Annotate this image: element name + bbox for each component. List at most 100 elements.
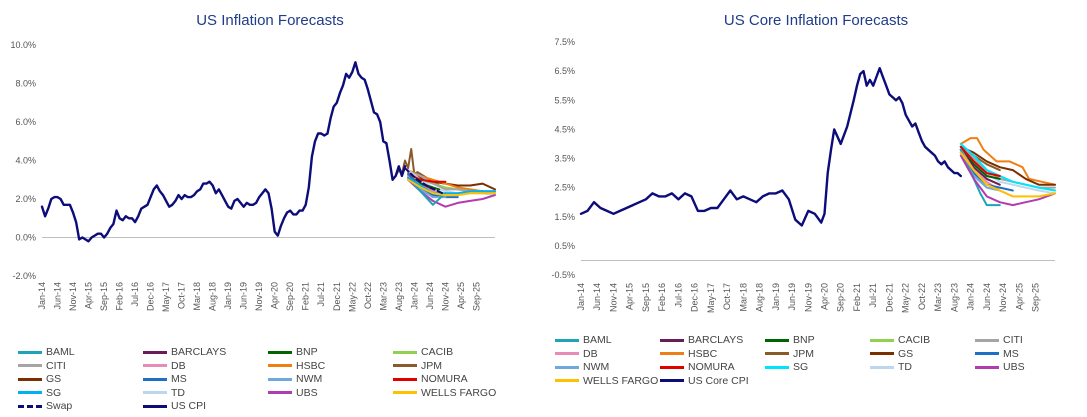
legend-swatch [18, 391, 42, 395]
legend-swatch [975, 338, 999, 342]
legend-swatch [660, 352, 684, 356]
legend-swatch [268, 364, 292, 368]
legend-swatch [555, 379, 579, 383]
legend-label: CITI [46, 359, 66, 372]
legend-label: WELLS FARGO [583, 374, 659, 387]
legend-label: HSBC [296, 359, 326, 372]
legend-label: BARCLAYS [688, 334, 744, 346]
legend-swatch [18, 377, 42, 381]
legend-label: MS [171, 373, 187, 386]
x-tick-label: Jul-21 [316, 282, 326, 307]
legend-item-td: TD [143, 387, 185, 399]
x-tick-label: Jun-24 [982, 283, 992, 311]
y-tick-label: 5.5% [554, 95, 575, 105]
y-tick-label: 0.5% [554, 241, 575, 251]
legend-item-db: DB [555, 348, 598, 360]
chart-title: US Inflation Forecasts [196, 12, 344, 29]
y-tick-label: 4.5% [554, 124, 575, 134]
legend-label: HSBC [688, 347, 718, 360]
x-tick-label: Jan-19 [771, 283, 781, 311]
y-tick-label: 10.0% [10, 40, 36, 50]
legend-label: UBS [296, 386, 318, 399]
legend-item-barclays: BARCLAYS [660, 334, 743, 346]
x-tick-label: Oct-22 [917, 283, 927, 310]
legend-swatch [870, 352, 894, 356]
x-tick-label: May-17 [161, 282, 171, 312]
x-tick-label: Sep-25 [471, 282, 481, 311]
legend-item-hsbc: HSBC [660, 348, 717, 360]
x-tick-label: Sep-15 [641, 283, 651, 312]
x-tick-label: Sep-20 [285, 282, 295, 311]
legend-swatch [268, 350, 292, 354]
legend-label: TD [898, 361, 912, 374]
x-tick-label: Jan-24 [409, 282, 419, 310]
legend-label: JPM [793, 347, 814, 360]
x-tick-label: Nov-19 [254, 282, 264, 311]
x-tick-label: Jun-14 [53, 282, 63, 310]
legend-swatch [555, 338, 579, 342]
y-tick-label: 2.5% [554, 183, 575, 193]
y-tick-label: -2.0% [12, 271, 36, 281]
x-tick-label: Mar-23 [933, 283, 943, 312]
legend-label: CITI [1003, 334, 1023, 346]
legend-label: NWM [583, 361, 610, 374]
legend-label: BAML [46, 346, 75, 358]
x-tick-label: May-22 [901, 283, 911, 313]
chart-canvas: -0.5% 0.5% 1.5% 2.5% 3.5% 4.5% 5.5% 6.5% 7.5% Jan… [551, 37, 1056, 313]
legend-item-sg: SG [765, 361, 808, 373]
x-tick-label: Sep-25 [1031, 283, 1041, 312]
legend-swatch [143, 391, 167, 395]
legend-item-gs: GS [870, 348, 913, 360]
legend-item-wells-fargo: WELLS FARGO [393, 387, 496, 399]
x-tick-label: Sep-15 [99, 282, 109, 311]
legend-swatch [975, 365, 999, 369]
legend-swatch [268, 391, 292, 395]
legend-item-us-cpi: US CPI [143, 400, 206, 412]
series-line-hsbc [959, 137, 1056, 186]
legend-item-nomura: NOMURA [393, 373, 468, 385]
chart-us-inflation-forecasts: US Inflation Forecasts -2.0% 0.0% 2.0% 4.0%… [0, 0, 540, 417]
legend-swatch [765, 338, 789, 342]
legend-item-baml: BAML [18, 346, 75, 358]
legend-swatch [18, 404, 42, 408]
legend-label: CACIB [421, 346, 454, 358]
legend-label: NOMURA [421, 373, 468, 386]
legend-swatch [18, 364, 42, 368]
x-tick-label: Apr-25 [456, 282, 466, 309]
x-tick-label: Jan-14 [37, 282, 47, 310]
series-line-gs [959, 145, 1056, 186]
x-tick-label: Mar-23 [378, 282, 388, 311]
legend-swatch [143, 404, 167, 408]
legend-swatch [660, 365, 684, 369]
legend-item-nwm: NWM [268, 373, 322, 385]
x-tick-label: Jun-14 [592, 283, 602, 311]
legend-item-td: TD [870, 361, 912, 373]
legend-swatch [143, 364, 167, 368]
legend-item-us-core-cpi: US Core CPI [660, 375, 749, 387]
x-tick-label: Aug-23 [949, 283, 959, 312]
legend-item-citi: CITI [18, 360, 66, 372]
legend-swatch [393, 377, 417, 381]
y-tick-label: 4.0% [15, 156, 36, 166]
series-line-wells-fargo [959, 151, 1056, 198]
legend-swatch [765, 352, 789, 356]
legend-item-barclays: BARCLAYS [143, 346, 226, 358]
legend-item-ubs: UBS [268, 387, 318, 399]
legend-swatch [975, 352, 999, 356]
legend-item-jpm: JPM [765, 348, 814, 360]
x-tick-label: Apr-20 [270, 282, 280, 309]
x-tick-label: Jun-19 [787, 283, 797, 311]
legend-swatch [268, 377, 292, 381]
legend-swatch [143, 350, 167, 354]
x-tick-label: Dec-21 [884, 283, 894, 312]
chart-legend: BAML BARCLAYS BNP CACIB CITI DB HSBC JPM GS MS NWM… [555, 334, 1085, 404]
x-tick-label: Nov-24 [998, 283, 1008, 312]
legend-swatch [393, 364, 417, 368]
legend-label: JPM [421, 359, 442, 372]
legend-label: SG [46, 386, 62, 399]
series-line-sg [407, 176, 496, 195]
series-line-wells-fargo [407, 178, 496, 197]
series-line-sg [959, 142, 1056, 192]
x-tick-label: Nov-14 [68, 282, 78, 311]
legend-item-ms: MS [975, 348, 1019, 360]
